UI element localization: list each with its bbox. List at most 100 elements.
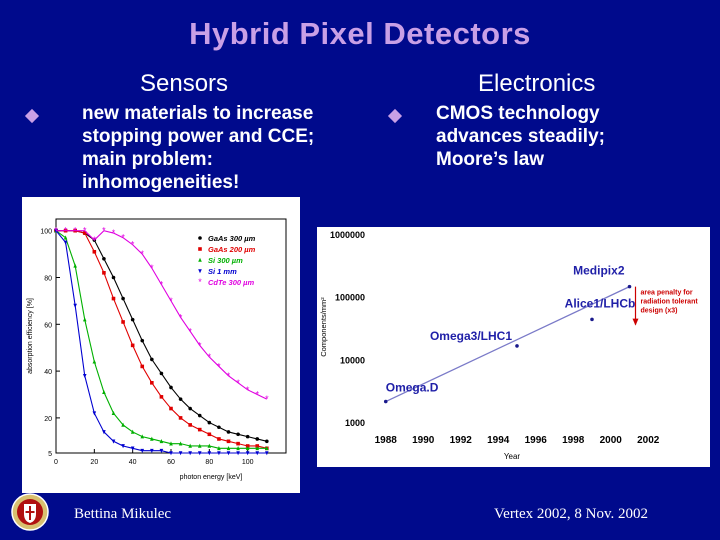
- x-tick-label: 1988: [375, 435, 398, 446]
- legend-label: CdTe 300 µm: [208, 278, 254, 287]
- data-point: [82, 231, 87, 235]
- data-point: [226, 451, 231, 456]
- data-point: *: [160, 280, 164, 290]
- data-point: [236, 451, 240, 456]
- point-label: Omega.D: [386, 381, 439, 395]
- data-point: [169, 385, 173, 390]
- data-point: *: [150, 263, 154, 273]
- legend-marker: [198, 247, 202, 251]
- x-axis-label: photon energy [keV]: [180, 474, 243, 481]
- data-point: *: [265, 394, 269, 404]
- data-point: [178, 441, 183, 446]
- components-per-mm2-chart: 1988 1990 1992 1994 1996 1998 2000 2002 1000 1000…: [319, 230, 698, 461]
- data-point: [102, 430, 106, 435]
- x-axis-label: Year: [504, 452, 521, 461]
- data-point: [159, 371, 164, 376]
- data-point: [150, 357, 154, 362]
- x-tick-label: 1990: [412, 435, 435, 446]
- data-point: [169, 451, 173, 456]
- data-point: *: [179, 312, 183, 322]
- data-point: [73, 263, 77, 268]
- data-point: [265, 451, 269, 456]
- data-point: [178, 416, 183, 420]
- data-point: [383, 399, 388, 404]
- data-point: [236, 432, 240, 437]
- electronics-bullet-text: CMOS technology advances steadily; Moore…: [436, 102, 605, 171]
- data-point: [207, 451, 212, 456]
- data-point: [111, 410, 116, 416]
- x-tick-label: 1996: [525, 435, 548, 446]
- y-tick-label: 1000: [345, 418, 365, 428]
- electronics-heading: Electronics: [478, 70, 596, 97]
- x-tick-label: 60: [167, 459, 175, 466]
- y-tick-label: 20: [44, 416, 52, 423]
- data-point: [130, 446, 135, 451]
- data-point: [197, 427, 202, 432]
- data-point: [265, 439, 269, 444]
- y-axis-label: Components/mm²: [319, 297, 328, 357]
- data-point: [121, 444, 125, 449]
- data-point: [197, 451, 202, 456]
- data-point: [178, 451, 183, 456]
- legend-label: Si 1 mm: [208, 267, 237, 276]
- point-label: Omega3/LHC1: [430, 329, 512, 343]
- data-point: [226, 439, 231, 444]
- data-point: *: [121, 233, 125, 243]
- data-point: [590, 317, 594, 322]
- y-tick-label: 1000000: [330, 230, 365, 240]
- data-point: [82, 373, 87, 379]
- data-point: [82, 317, 87, 322]
- electronics-bullet-line: CMOS technology: [436, 103, 600, 124]
- data-point: [150, 381, 154, 385]
- electronics-bullet-line: Moore’s law: [436, 149, 545, 170]
- data-point: [92, 249, 97, 254]
- x-tick-label: 1994: [487, 435, 510, 446]
- bullet-diamond-icon: [387, 108, 403, 124]
- data-point: [255, 451, 260, 456]
- y-axis-label: absorption efficiency [%]: [27, 298, 34, 374]
- data-point: *: [255, 390, 259, 400]
- data-point: [140, 364, 145, 369]
- data-point: [111, 296, 116, 301]
- y-tick-label: 100: [40, 229, 52, 236]
- data-point: [73, 303, 77, 308]
- data-point: [111, 439, 116, 444]
- data-point: *: [93, 235, 97, 245]
- legend-marker: [198, 269, 202, 274]
- data-point: [245, 434, 250, 439]
- data-point: [63, 240, 68, 245]
- sensors-bullet-line: new materials to increase: [82, 103, 314, 124]
- data-point: [515, 344, 519, 348]
- data-point: *: [169, 296, 173, 306]
- data-point: [159, 448, 164, 453]
- legend-label: GaAs 300 µm: [208, 234, 256, 243]
- absorption-efficiency-chart: 0 20 40 60 80 100 5 20 40 60 80 100 photon energy [k…: [27, 218, 287, 481]
- sensors-bullet-line: main problem:: [82, 149, 213, 170]
- data-point: [226, 446, 231, 451]
- data-point: *: [83, 226, 87, 236]
- y-tick-label: 10000: [340, 355, 365, 365]
- data-point: [255, 437, 260, 441]
- legend-label: Si 300 µm: [208, 256, 243, 265]
- data-point: [159, 439, 164, 444]
- data-point: [188, 443, 192, 448]
- x-tick-label: 100: [242, 459, 254, 466]
- data-point: *: [188, 326, 192, 336]
- data-point: [188, 406, 192, 411]
- sensors-heading: Sensors: [140, 70, 229, 97]
- data-point: [92, 359, 97, 364]
- bullet-diamond-icon: [24, 108, 40, 124]
- absorption-chart-panel: 0 20 40 60 80 100 5 20 40 60 80 100 photon energy [k…: [22, 197, 300, 493]
- data-point: [111, 275, 116, 280]
- data-point: *: [217, 361, 221, 371]
- data-point: *: [236, 378, 240, 388]
- data-point: [121, 422, 125, 427]
- data-point: [121, 320, 125, 324]
- y-tick-label: 60: [44, 322, 52, 329]
- legend-marker: [198, 257, 202, 262]
- sensors-bullet-text: new materials to increase stopping power…: [82, 102, 314, 194]
- data-point: [140, 434, 145, 439]
- data-point: *: [227, 371, 231, 381]
- data-point: *: [140, 249, 144, 259]
- penalty-annotation: design (x3): [641, 308, 678, 315]
